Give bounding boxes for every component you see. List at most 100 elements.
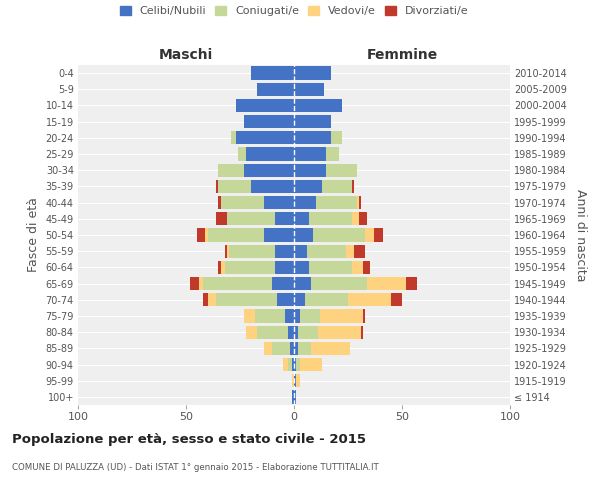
Bar <box>313 228 365 241</box>
Bar <box>391 293 402 306</box>
Bar <box>208 228 264 241</box>
Bar <box>257 326 287 339</box>
Bar <box>294 374 296 388</box>
Bar <box>294 310 301 322</box>
Bar <box>294 66 331 80</box>
Bar <box>225 260 275 274</box>
Bar <box>287 358 292 371</box>
Bar <box>294 358 296 371</box>
Bar <box>232 131 236 144</box>
Bar <box>316 196 356 209</box>
Bar <box>311 342 350 355</box>
Bar <box>294 212 309 226</box>
Bar <box>227 212 275 226</box>
Bar <box>292 358 294 371</box>
Bar <box>331 131 341 144</box>
Bar <box>221 260 225 274</box>
Bar <box>294 131 331 144</box>
Bar <box>264 228 294 241</box>
Bar <box>294 196 316 209</box>
Text: COMUNE DI PALUZZA (UD) - Dati ISTAT 1° gennaio 2015 - Elaborazione TUTTITALIA.IT: COMUNE DI PALUZZA (UD) - Dati ISTAT 1° g… <box>12 463 379 472</box>
Bar <box>352 260 363 274</box>
Bar <box>247 148 294 160</box>
Bar <box>199 277 203 290</box>
Bar <box>294 148 326 160</box>
Bar <box>247 326 257 339</box>
Bar <box>272 342 290 355</box>
Bar <box>216 180 218 193</box>
Bar <box>374 228 383 241</box>
Bar <box>216 293 277 306</box>
Bar <box>318 326 361 339</box>
Bar <box>309 212 352 226</box>
Bar <box>244 164 294 177</box>
Bar <box>294 115 331 128</box>
Bar <box>275 260 294 274</box>
Bar <box>298 326 318 339</box>
Bar <box>294 277 311 290</box>
Bar <box>355 244 365 258</box>
Bar <box>251 66 294 80</box>
Bar <box>294 293 305 306</box>
Bar <box>406 277 417 290</box>
Bar <box>294 228 313 241</box>
Bar <box>363 260 370 274</box>
Bar <box>307 244 346 258</box>
Bar <box>363 310 365 322</box>
Bar <box>203 293 208 306</box>
Bar <box>294 164 326 177</box>
Bar <box>294 82 324 96</box>
Bar <box>203 277 272 290</box>
Bar <box>352 212 359 226</box>
Bar <box>296 358 301 371</box>
Bar <box>257 82 294 96</box>
Bar <box>216 212 227 226</box>
Bar <box>208 293 216 306</box>
Bar <box>298 342 311 355</box>
Bar <box>294 99 341 112</box>
Bar <box>292 390 294 404</box>
Y-axis label: Anni di nascita: Anni di nascita <box>574 188 587 281</box>
Bar <box>275 212 294 226</box>
Bar <box>290 342 294 355</box>
Bar <box>294 342 298 355</box>
Bar <box>286 310 294 322</box>
Bar <box>275 244 294 258</box>
Bar <box>238 148 247 160</box>
Bar <box>320 310 363 322</box>
Bar <box>225 244 227 258</box>
Bar <box>218 260 221 274</box>
Bar <box>326 148 340 160</box>
Legend: Celibi/Nubili, Coniugati/e, Vedovi/e, Divorziati/e: Celibi/Nubili, Coniugati/e, Vedovi/e, Di… <box>119 6 469 16</box>
Bar <box>264 342 272 355</box>
Bar <box>255 310 286 322</box>
Bar <box>218 196 221 209</box>
Bar <box>301 310 320 322</box>
Bar <box>218 164 244 177</box>
Bar <box>190 277 199 290</box>
Bar <box>361 326 363 339</box>
Bar <box>367 277 406 290</box>
Bar <box>294 260 309 274</box>
Bar <box>294 244 307 258</box>
Bar <box>287 326 294 339</box>
Bar <box>197 228 205 241</box>
Bar <box>322 180 352 193</box>
Bar <box>236 131 294 144</box>
Bar <box>251 180 294 193</box>
Bar <box>221 196 264 209</box>
Text: Maschi: Maschi <box>159 48 213 62</box>
Bar <box>227 244 229 258</box>
Bar <box>311 277 367 290</box>
Bar <box>301 358 322 371</box>
Bar <box>264 196 294 209</box>
Y-axis label: Fasce di età: Fasce di età <box>27 198 40 272</box>
Bar <box>292 374 294 388</box>
Bar <box>356 196 359 209</box>
Bar <box>277 293 294 306</box>
Bar <box>346 244 355 258</box>
Bar <box>244 310 255 322</box>
Bar <box>352 180 355 193</box>
Bar <box>272 277 294 290</box>
Bar <box>326 164 356 177</box>
